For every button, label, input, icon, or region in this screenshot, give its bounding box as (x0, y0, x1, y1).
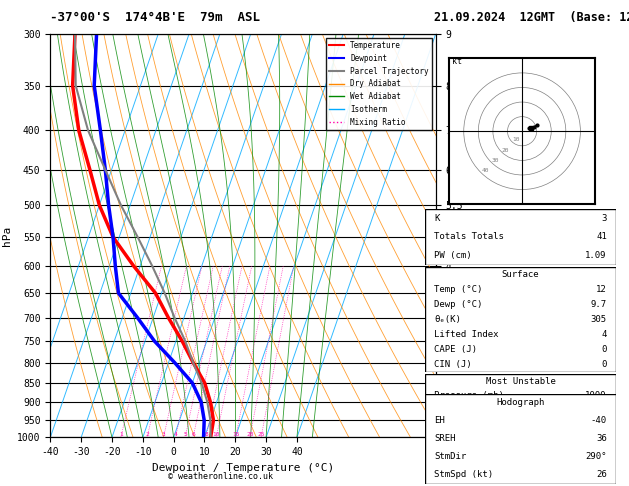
Text: 8: 8 (204, 433, 208, 437)
Text: LCL: LCL (436, 426, 452, 435)
Text: K: K (434, 214, 440, 223)
Text: 1: 1 (119, 433, 123, 437)
Text: 0: 0 (601, 434, 607, 443)
Text: CIN (J): CIN (J) (434, 360, 472, 369)
Y-axis label: hPa: hPa (1, 226, 11, 246)
Text: Totals Totals: Totals Totals (434, 232, 504, 242)
Text: © weatheronline.co.uk: © weatheronline.co.uk (472, 466, 569, 475)
Text: 3: 3 (162, 433, 165, 437)
Text: EH: EH (434, 416, 445, 425)
Text: 20: 20 (502, 148, 509, 153)
Legend: Temperature, Dewpoint, Parcel Trajectory, Dry Adiabat, Wet Adiabat, Isotherm, Mi: Temperature, Dewpoint, Parcel Trajectory… (326, 38, 432, 130)
Text: Pressure (mb): Pressure (mb) (434, 391, 504, 400)
Text: 0: 0 (601, 345, 607, 354)
Text: Most Unstable: Most Unstable (486, 377, 555, 386)
Text: θₑ(K): θₑ(K) (434, 315, 461, 324)
Text: 4: 4 (174, 433, 177, 437)
FancyBboxPatch shape (425, 394, 616, 484)
Text: SREH: SREH (434, 434, 455, 443)
Text: θₑ (K): θₑ (K) (434, 405, 467, 414)
Text: 15: 15 (232, 433, 240, 437)
Text: Lifted Index: Lifted Index (434, 330, 499, 339)
Text: 40: 40 (481, 168, 489, 173)
Text: 10: 10 (213, 433, 220, 437)
Text: Surface: Surface (502, 270, 539, 279)
FancyBboxPatch shape (425, 374, 616, 459)
Text: Lifted Index: Lifted Index (434, 419, 499, 428)
Text: 306: 306 (591, 405, 607, 414)
Text: CIN (J): CIN (J) (434, 448, 472, 457)
Text: Hodograph: Hodograph (496, 398, 545, 407)
Text: 2: 2 (145, 433, 149, 437)
Text: 30: 30 (491, 158, 499, 163)
Text: CAPE (J): CAPE (J) (434, 345, 477, 354)
Text: 4: 4 (601, 330, 607, 339)
Y-axis label: km
ASL: km ASL (475, 236, 493, 257)
Text: 9.7: 9.7 (591, 300, 607, 309)
Text: 25: 25 (257, 433, 265, 437)
Text: Temp (°C): Temp (°C) (434, 285, 482, 294)
Text: 10: 10 (512, 138, 520, 142)
Text: -40: -40 (591, 416, 607, 425)
Text: 20: 20 (246, 433, 253, 437)
Text: © weatheronline.co.uk: © weatheronline.co.uk (168, 472, 272, 481)
FancyBboxPatch shape (425, 209, 616, 265)
Text: 41: 41 (596, 232, 607, 242)
Text: 305: 305 (591, 315, 607, 324)
Text: 1.09: 1.09 (586, 251, 607, 260)
Text: 4: 4 (601, 419, 607, 428)
Text: 0: 0 (601, 448, 607, 457)
Text: PW (cm): PW (cm) (434, 251, 472, 260)
X-axis label: Dewpoint / Temperature (°C): Dewpoint / Temperature (°C) (152, 463, 334, 473)
Text: 0: 0 (601, 360, 607, 369)
FancyBboxPatch shape (425, 267, 616, 372)
Text: kt: kt (452, 57, 462, 66)
Text: 12: 12 (596, 285, 607, 294)
Text: 3: 3 (601, 214, 607, 223)
Text: 26: 26 (596, 470, 607, 479)
Text: 6: 6 (191, 433, 195, 437)
Text: StmDir: StmDir (434, 452, 467, 461)
Text: 36: 36 (596, 434, 607, 443)
Text: Dewp (°C): Dewp (°C) (434, 300, 482, 309)
Text: 1000: 1000 (586, 391, 607, 400)
Text: 21.09.2024  12GMT  (Base: 12): 21.09.2024 12GMT (Base: 12) (434, 11, 629, 23)
Text: CAPE (J): CAPE (J) (434, 434, 477, 443)
Text: StmSpd (kt): StmSpd (kt) (434, 470, 493, 479)
Text: 290°: 290° (586, 452, 607, 461)
Text: 5: 5 (183, 433, 187, 437)
Text: -37°00'S  174°4B'E  79m  ASL: -37°00'S 174°4B'E 79m ASL (50, 11, 260, 23)
